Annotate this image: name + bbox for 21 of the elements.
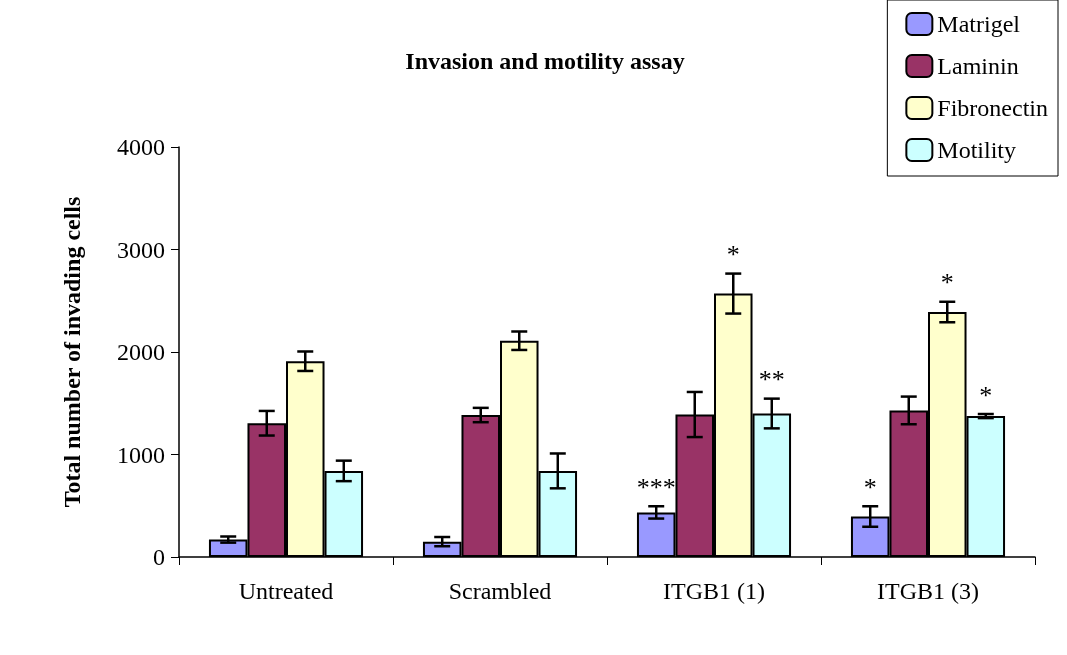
y-tick-label: 1000 <box>117 441 165 468</box>
y-axis-title: Total number of invading cells <box>59 196 85 508</box>
x-tick-label: Scrambled <box>448 578 552 604</box>
x-tick-label: ITGB1 (1) <box>663 578 765 604</box>
legend-label: Laminin <box>937 53 1019 79</box>
data-label: * <box>726 240 740 270</box>
y-tick-label: 3000 <box>117 236 165 263</box>
data-label: ** <box>758 365 785 395</box>
y-tick-label: 0 <box>153 544 165 570</box>
x-tick-label: Untreated <box>238 578 334 604</box>
data-label: * <box>863 472 877 502</box>
data-label: *** <box>636 472 676 502</box>
data-label: * <box>940 268 954 298</box>
x-tick-label: ITGB1 (3) <box>877 578 979 604</box>
chart-title: Invasion and motility assay <box>405 48 685 74</box>
legend-label: Fibronectin <box>937 95 1049 121</box>
y-tick-label: 2000 <box>117 339 165 365</box>
legend-label: Matrigel <box>937 11 1021 37</box>
data-label: * <box>979 380 993 410</box>
y-tick-label: 4000 <box>117 134 165 160</box>
legend-label: Motility <box>937 137 1017 163</box>
